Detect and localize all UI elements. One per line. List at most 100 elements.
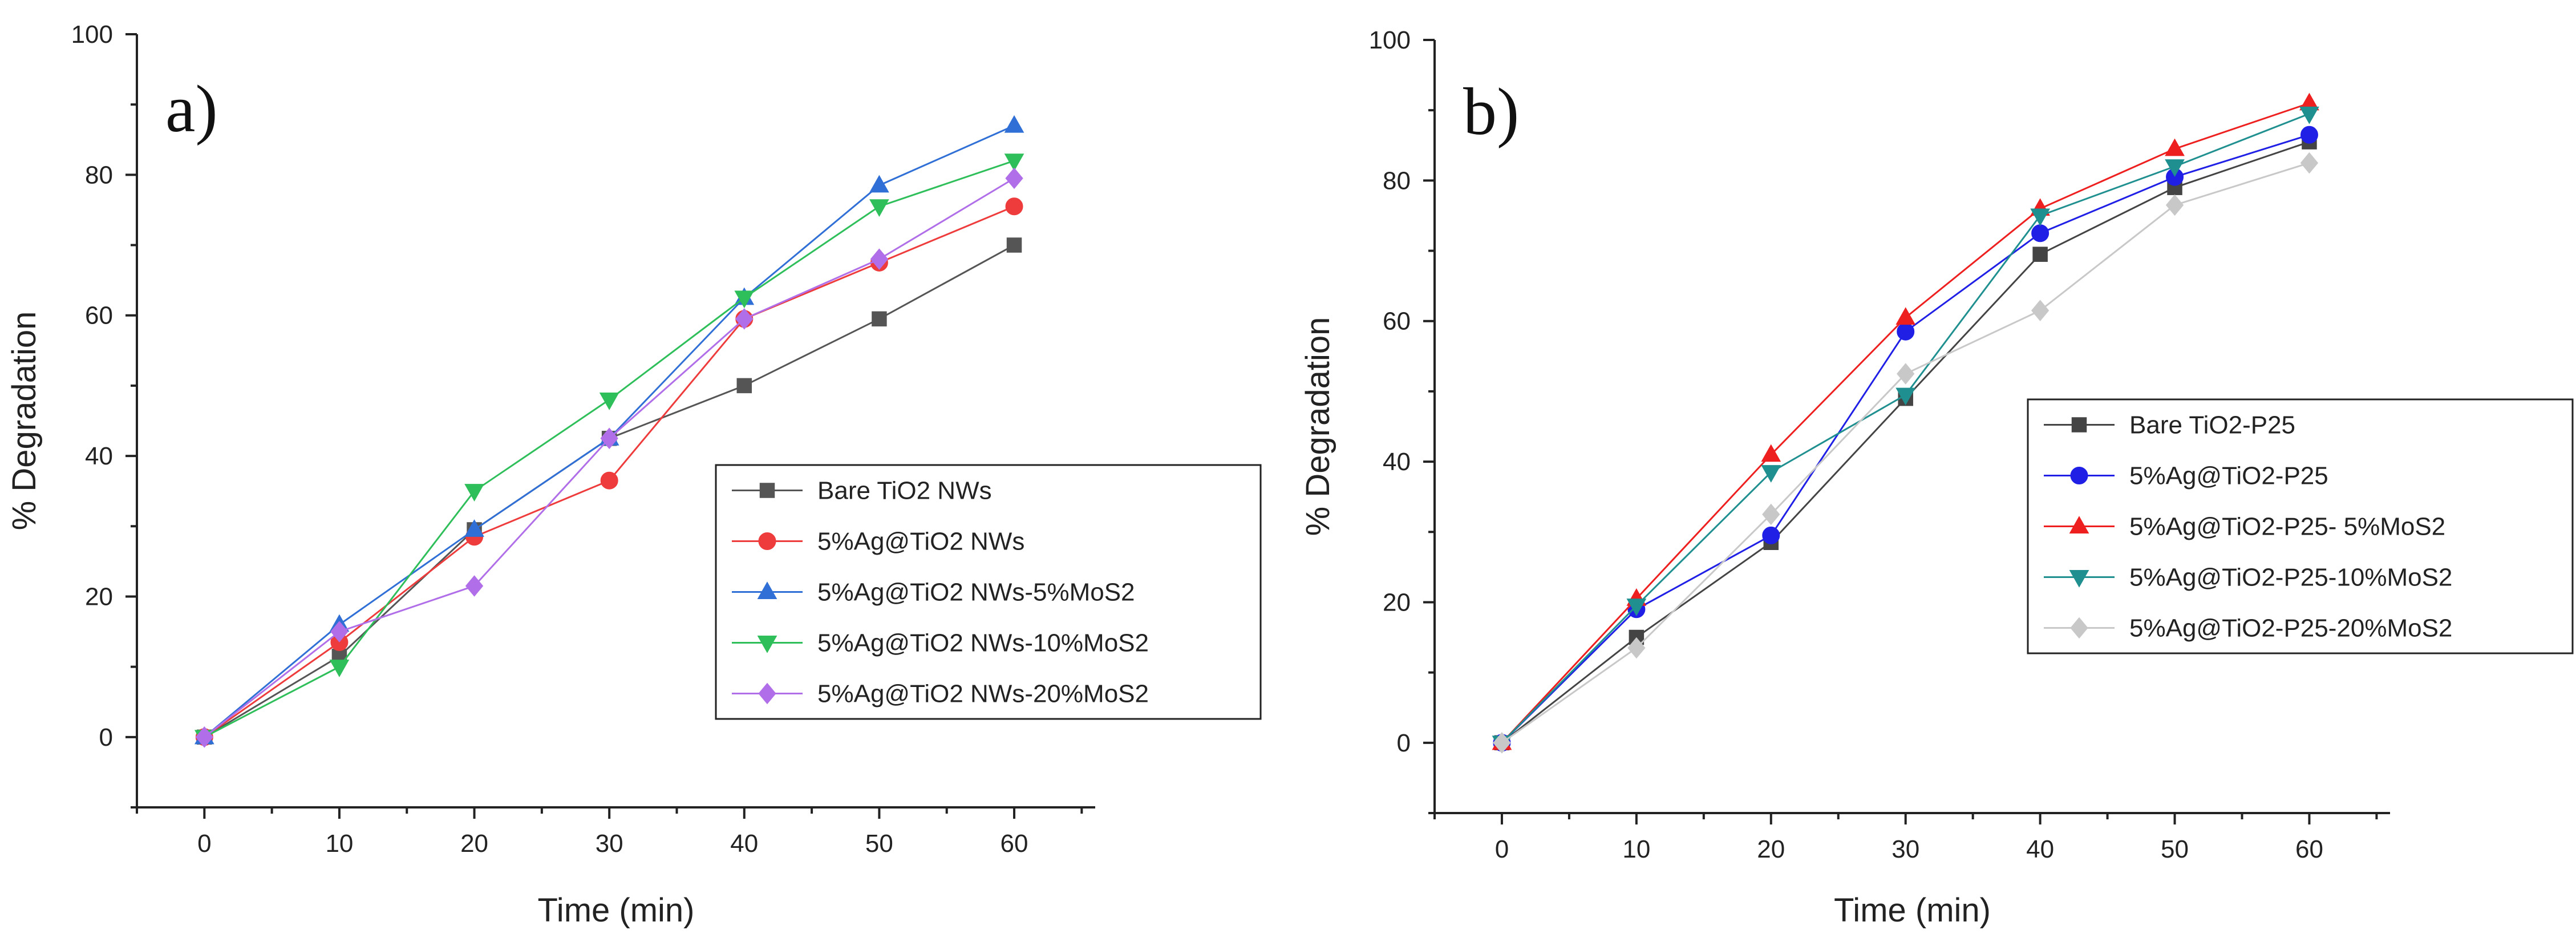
data-point xyxy=(2032,246,2048,262)
y-tick-label: 20 xyxy=(85,583,113,611)
legend-label: 5%Ag@TiO2-P25- 5%MoS2 xyxy=(2129,513,2445,541)
data-point xyxy=(735,308,754,330)
y-axis-title: % Degradation xyxy=(6,312,43,531)
data-point xyxy=(1761,444,1781,462)
data-point xyxy=(736,378,752,394)
data-point xyxy=(1006,237,1022,253)
data-point xyxy=(869,175,889,193)
y-tick-label: 40 xyxy=(1383,448,1411,476)
legend-marker xyxy=(759,483,775,498)
legend-label: 5%Ag@TiO2 NWs-20%MoS2 xyxy=(817,680,1149,708)
legend-marker xyxy=(2069,516,2089,533)
data-point xyxy=(464,519,484,537)
legend-label: Bare TiO2-P25 xyxy=(2129,411,2295,439)
legend-marker xyxy=(2070,467,2088,484)
legend-box xyxy=(2027,398,2574,654)
x-axis-title: Time (min) xyxy=(538,892,695,929)
chart-panel-a: 0 10 20 30 40 50 60 0 20 40 60 80 100 Time (min) % Deg… xyxy=(6,21,1262,929)
data-point xyxy=(2030,208,2050,227)
legend-marker xyxy=(2070,617,2088,639)
x-tick-label: 40 xyxy=(2026,835,2054,863)
legend: Bare TiO2-P25 5%Ag@TiO2-P25 5%Ag@TiO2-P25-… xyxy=(2027,398,2574,654)
legend: Bare TiO2 NWs 5%Ag@TiO2 NWs 5%Ag@TiO2 NWs-… xyxy=(715,464,1262,720)
panel-label: b) xyxy=(1463,74,1519,149)
x-tick-label: 20 xyxy=(1757,835,1785,863)
data-point xyxy=(1005,197,1023,216)
data-point xyxy=(1897,322,1915,341)
data-point xyxy=(1895,307,1916,325)
data-point xyxy=(1626,599,1647,616)
y-tick-label: 0 xyxy=(99,723,113,751)
legend-label: 5%Ag@TiO2 NWs xyxy=(817,528,1024,556)
y-tick-label: 40 xyxy=(85,442,113,470)
data-point xyxy=(1895,387,1916,406)
series-5 xyxy=(195,167,1023,748)
x-tick-label: 20 xyxy=(460,830,488,858)
data-point xyxy=(869,199,889,217)
y-tick-label: 100 xyxy=(71,21,113,48)
data-point xyxy=(1627,637,1646,659)
x-tick-label: 50 xyxy=(2161,835,2189,863)
data-point xyxy=(2300,152,2319,174)
x-tick-label: 30 xyxy=(596,830,623,858)
x-tick-label: 10 xyxy=(1622,835,1650,863)
x-tick-label: 30 xyxy=(1892,835,1919,863)
x-tick-label: 0 xyxy=(197,830,211,858)
data-point xyxy=(1762,526,1780,544)
data-point xyxy=(464,484,484,502)
legend-marker xyxy=(2071,417,2087,432)
y-tick-label: 60 xyxy=(85,302,113,330)
data-point xyxy=(2165,159,2185,177)
legend-marker xyxy=(2069,570,2089,588)
data-point xyxy=(330,621,349,642)
panel-label: a) xyxy=(165,71,218,146)
x-tick-label: 50 xyxy=(865,830,893,858)
data-point xyxy=(1493,732,1511,754)
legend-marker xyxy=(757,581,777,599)
y-tick-label: 0 xyxy=(1397,729,1411,757)
legend-box xyxy=(715,464,1262,720)
data-point xyxy=(1004,115,1024,133)
data-point xyxy=(1762,503,1780,525)
data-point xyxy=(2300,126,2318,144)
data-point xyxy=(599,393,619,410)
y-tick-label: 20 xyxy=(1383,588,1411,616)
data-point xyxy=(600,471,618,490)
data-point xyxy=(1761,465,1781,483)
x-tick-label: 60 xyxy=(2295,835,2323,863)
data-point xyxy=(734,290,755,309)
data-point xyxy=(870,248,889,270)
data-point xyxy=(2031,300,2050,322)
data-point xyxy=(2165,138,2185,156)
legend-label: 5%Ag@TiO2 NWs-5%MoS2 xyxy=(817,579,1135,607)
data-point xyxy=(600,427,618,450)
y-axis-title: % Degradation xyxy=(1299,317,1336,536)
legend-label: 5%Ag@TiO2 NWs-10%MoS2 xyxy=(817,629,1149,657)
data-point xyxy=(1005,167,1023,189)
chart-panel-b: 0 10 20 30 40 50 60 0 20 40 60 80 100 Time (min) % Deg… xyxy=(1299,26,2574,929)
data-point xyxy=(329,660,350,677)
legend-marker xyxy=(757,636,777,653)
data-point xyxy=(195,726,213,748)
y-tick-label: 80 xyxy=(1383,167,1411,195)
x-tick-label: 10 xyxy=(325,830,353,858)
legend-marker xyxy=(758,532,776,550)
legend-label: 5%Ag@TiO2-P25 xyxy=(2129,462,2328,490)
data-point xyxy=(2031,224,2050,242)
data-point xyxy=(872,311,887,327)
series-4 xyxy=(194,153,1024,748)
legend-label: 5%Ag@TiO2-P25-10%MoS2 xyxy=(2129,564,2452,592)
data-point xyxy=(2165,194,2184,216)
series-5 xyxy=(1493,152,2319,754)
x-axis-title: Time (min) xyxy=(1834,892,1991,929)
legend-label: Bare TiO2 NWs xyxy=(817,477,992,505)
legend-marker xyxy=(758,682,776,705)
y-tick-label: 60 xyxy=(1383,308,1411,335)
legend-label: 5%Ag@TiO2-P25-20%MoS2 xyxy=(2129,615,2452,642)
data-point xyxy=(465,575,484,597)
x-tick-label: 60 xyxy=(1001,830,1028,858)
data-point xyxy=(1004,153,1024,171)
x-tick-label: 40 xyxy=(730,830,758,858)
data-point xyxy=(2299,106,2319,124)
